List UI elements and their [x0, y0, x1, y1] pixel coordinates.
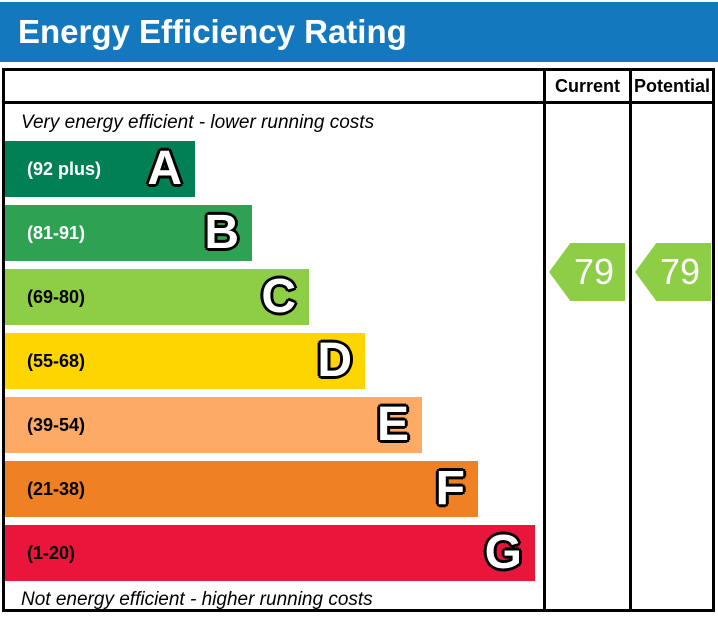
band-letter: G	[484, 526, 522, 579]
bottom-note: Not energy efficient - higher running co…	[21, 589, 373, 610]
page-title: Energy Efficiency Rating	[18, 13, 407, 50]
band-row-f: (21-38) F	[5, 461, 543, 517]
current-column-body: 79	[546, 104, 629, 609]
band-letter: E	[376, 398, 409, 451]
band-row-b: (81-91) B	[5, 205, 543, 261]
bands-column-header-spacer	[5, 71, 543, 104]
band-range-label: (92 plus)	[27, 158, 102, 179]
band-row-g: (1-20) G	[5, 525, 543, 581]
band-row-c: (69-80) C	[5, 269, 543, 325]
band-range-label: (21-38)	[27, 478, 86, 499]
band-range-label: (55-68)	[27, 350, 86, 371]
rating-bands: (92 plus) A (81-91) B (69-80) C (55-68) D (39-54…	[5, 141, 543, 589]
band-letter: A	[147, 142, 182, 195]
band-bar-e: (39-54) E	[5, 397, 422, 453]
potential-column-body: 79	[632, 104, 712, 609]
band-bar-d: (55-68) D	[5, 333, 365, 389]
current-rating-value: 79	[573, 251, 615, 292]
band-bar-f: (21-38) F	[5, 461, 478, 517]
band-row-e: (39-54) E	[5, 397, 543, 453]
band-bar-g: (1-20) G	[5, 525, 535, 581]
potential-column-header: Potential	[632, 71, 712, 104]
potential-rating-arrow: 79	[635, 243, 711, 301]
title-bar: Energy Efficiency Rating	[0, 2, 718, 62]
band-bar-b: (81-91) B	[5, 205, 252, 261]
band-range-label: (39-54)	[27, 414, 86, 435]
top-note: Very energy efficient - lower running co…	[21, 111, 375, 133]
band-row-d: (55-68) D	[5, 333, 543, 389]
current-column: Current 79	[543, 71, 629, 609]
band-row-a: (92 plus) A	[5, 141, 543, 197]
potential-column: Potential 79	[629, 71, 712, 609]
rating-table: Very energy efficient - lower running co…	[2, 68, 715, 612]
band-range-label: (69-80)	[27, 286, 86, 307]
bands-column: Very energy efficient - lower running co…	[5, 71, 543, 610]
current-column-header: Current	[546, 71, 629, 104]
band-bar-c: (69-80) C	[5, 269, 309, 325]
band-letter: F	[435, 462, 465, 515]
band-range-label: (1-20)	[27, 542, 76, 563]
band-letter: B	[204, 206, 239, 259]
potential-rating-value: 79	[659, 251, 701, 292]
band-letter: D	[317, 334, 352, 387]
band-range-label: (81-91)	[27, 222, 86, 243]
band-letter: C	[261, 270, 296, 323]
current-rating-arrow: 79	[549, 243, 625, 301]
band-bar-a: (92 plus) A	[5, 141, 195, 197]
